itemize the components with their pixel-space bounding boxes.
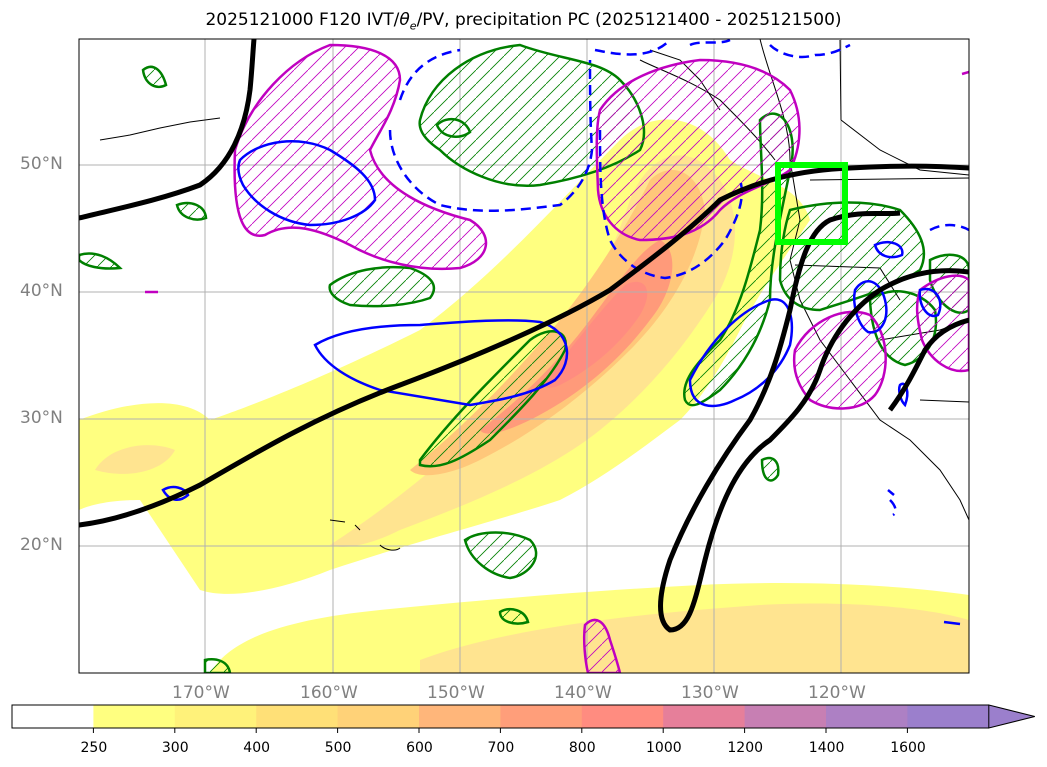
pv-contours-solid	[161, 140, 961, 626]
figure-title: 2025121000 F120 IVT/θe/PV, precipitation…	[205, 10, 842, 33]
lon-label-160w: 160°W	[300, 683, 358, 703]
colorbar-tick-label: 300	[161, 740, 189, 756]
colorbar-segment	[744, 705, 827, 728]
colorbar-tick-label: 800	[568, 740, 596, 756]
colorbar-tick-label: 600	[406, 740, 433, 756]
colorbar-segment	[581, 705, 664, 728]
colorbar-segment	[419, 705, 501, 728]
lon-label-120w: 120°W	[808, 683, 866, 703]
colorbar-segment	[256, 705, 339, 728]
colorbar-segment	[12, 705, 94, 728]
colorbar-tick-label: 400	[243, 740, 271, 756]
ivt-fill-500	[410, 170, 705, 476]
colorbar-tick-label: 700	[487, 740, 515, 756]
colorbar-tick-label: 1400	[808, 740, 845, 756]
target-region-box	[775, 162, 848, 245]
colorbar-segment	[174, 705, 257, 728]
lon-label-140w: 140°W	[554, 683, 612, 703]
colorbar-tick-label: 250	[80, 740, 108, 756]
colorbar-extend-arrow	[988, 704, 1035, 729]
colorbar-segment	[337, 705, 420, 728]
theta-e-contours	[145, 43, 969, 673]
plot-frame	[78, 38, 970, 674]
lon-label-130w: 130°W	[681, 683, 739, 703]
colorbar-segment	[826, 705, 908, 728]
colorbar-tick-label: 1000	[646, 740, 682, 756]
lat-label-50n: 50°N	[20, 154, 63, 174]
pv-contours-dashed	[388, 39, 969, 517]
colorbar-tick-label: 1600	[890, 740, 926, 756]
jet-contours	[79, 39, 969, 633]
lat-label-30n: 30°N	[20, 408, 63, 428]
lon-label-170w: 170°W	[172, 683, 230, 703]
lat-label-40n: 40°N	[20, 281, 63, 301]
colorbar	[11, 704, 1035, 733]
colorbar-tick-label: 500	[324, 740, 352, 756]
colorbar-segment	[500, 705, 583, 728]
colorbar-segment	[93, 705, 176, 728]
ivt-fill-800	[544, 281, 648, 388]
colorbar-tick-label: 1200	[727, 740, 764, 756]
colorbar-segment	[663, 705, 746, 728]
lat-label-20n: 20°N	[20, 535, 63, 555]
colorbar-segment	[907, 705, 990, 728]
lon-label-150w: 150°W	[427, 683, 485, 703]
